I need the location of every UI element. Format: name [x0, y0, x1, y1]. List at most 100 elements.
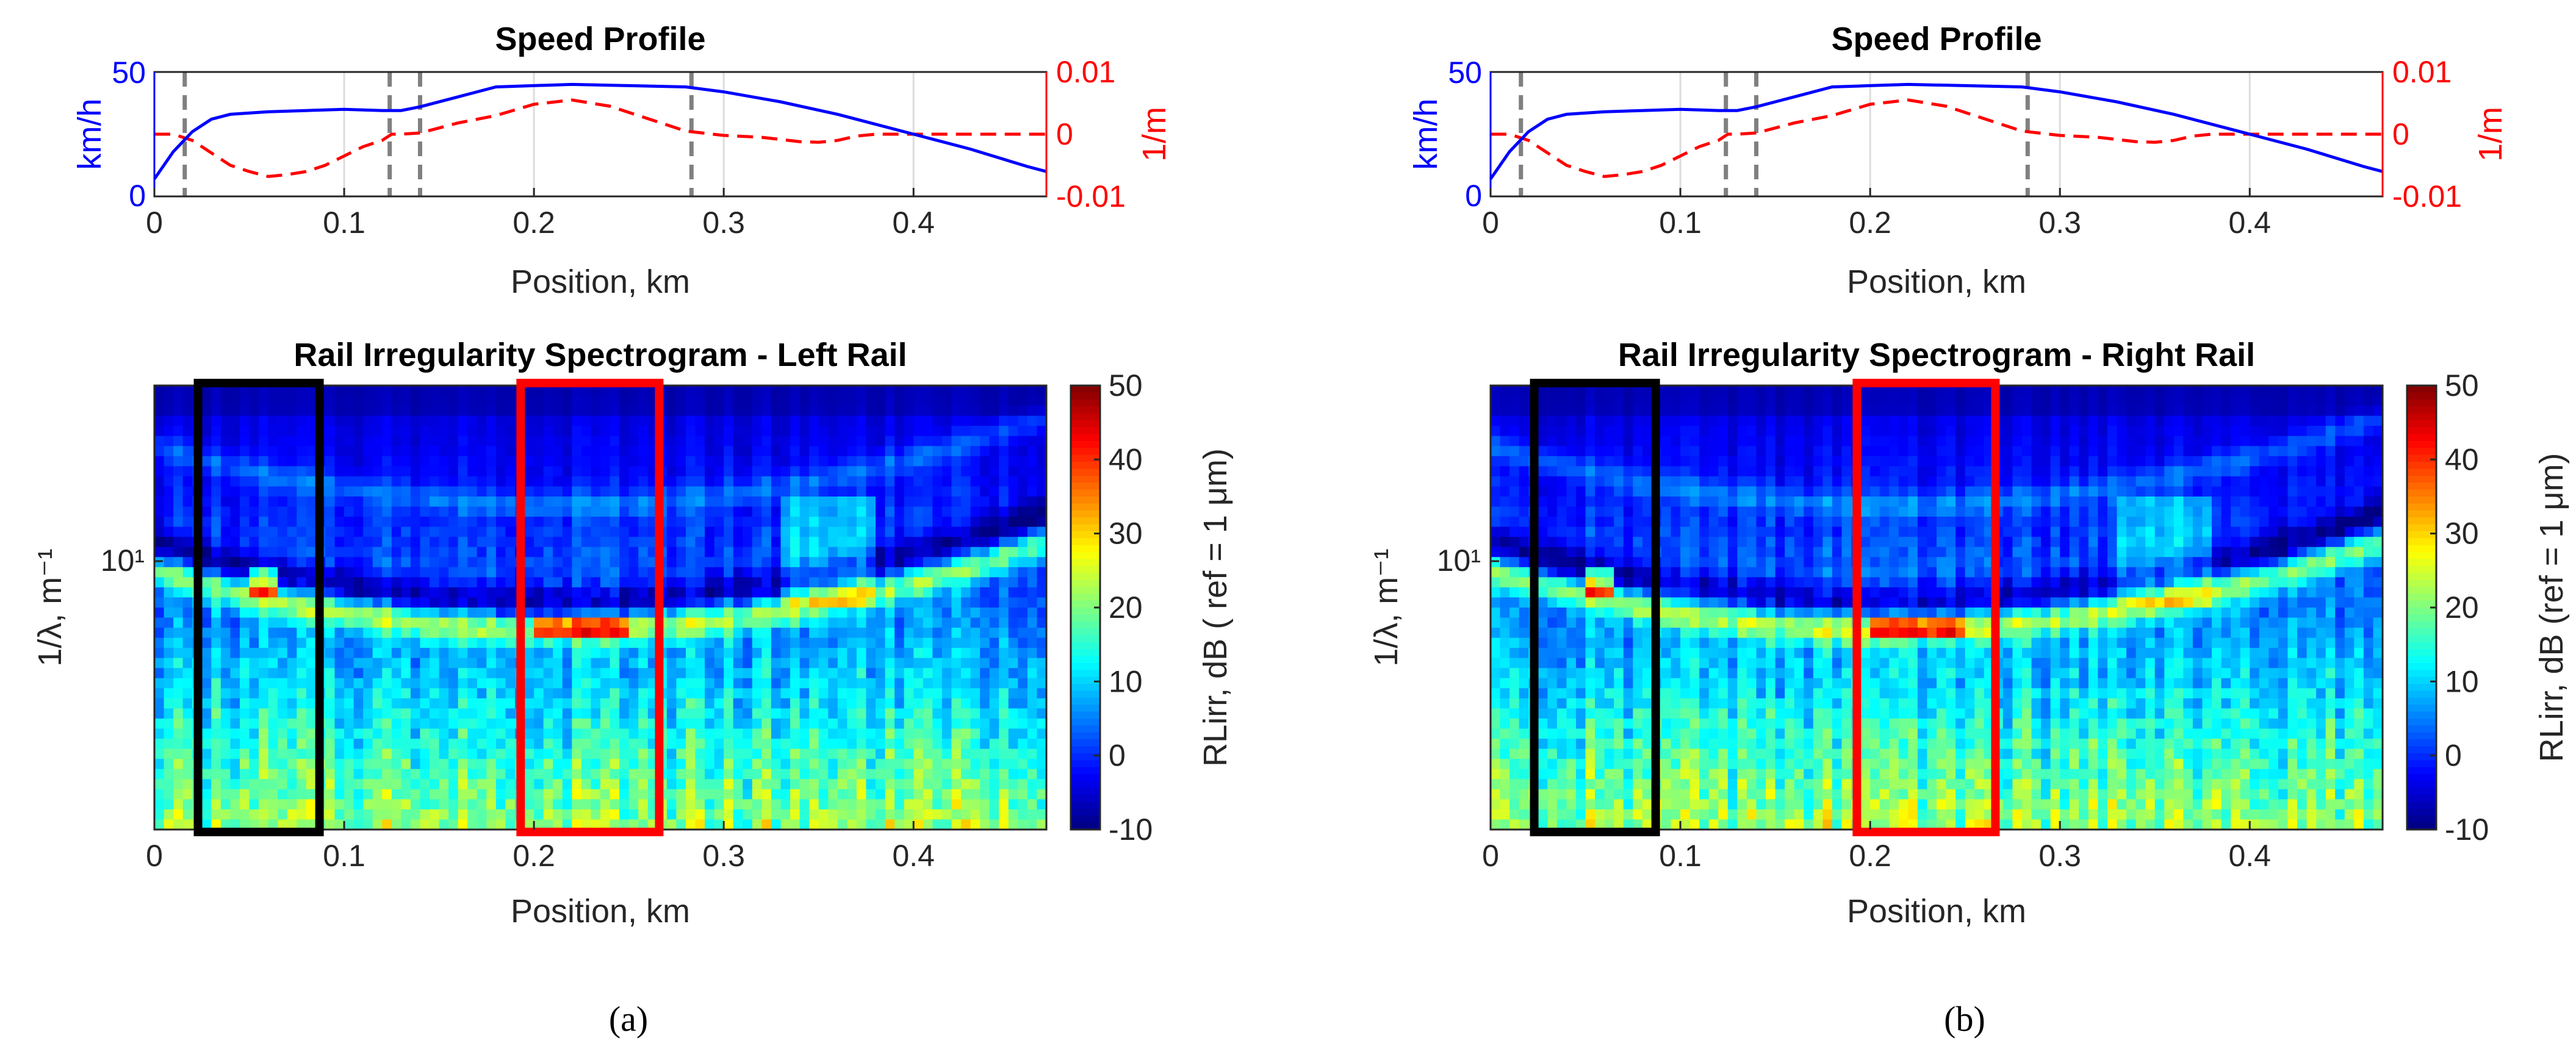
spectrogram-cell [904, 688, 915, 699]
spectrogram-cell [154, 395, 165, 406]
spectrogram-cell [154, 526, 165, 537]
spectrogram-cell [1509, 385, 1520, 396]
spectrogram-cell [666, 395, 677, 406]
spectrogram-cell [1614, 617, 1624, 628]
spectrogram-cell [610, 466, 620, 477]
spectrogram-cell [182, 597, 193, 608]
colorbar-tick-label: 40 [1109, 442, 1143, 476]
spectrogram-cell [1027, 759, 1038, 770]
spectrogram-cell [259, 708, 269, 719]
spectrogram-cell [173, 497, 184, 507]
spectrogram-cell [980, 789, 990, 800]
spectrogram-cell [458, 486, 469, 497]
spectrogram-cell [941, 597, 952, 608]
spectrogram-cell [989, 819, 1000, 830]
spectrogram-cell [790, 577, 801, 588]
spectrogram-cell [1585, 759, 1596, 770]
spectrogram-cell [894, 799, 905, 810]
spectrogram-cell [306, 769, 317, 780]
spectrogram-cell [164, 799, 174, 810]
spectrogram-cell [278, 799, 288, 810]
speed-y-right-tick-label: 0.01 [1056, 55, 1115, 89]
spectrogram-cell [600, 557, 611, 568]
spectrogram-cell [752, 658, 763, 669]
spectrogram-cell [847, 547, 857, 558]
spectrogram-cell [619, 476, 630, 487]
spectrogram-cell [495, 426, 506, 437]
spectrogram-cell [562, 597, 573, 608]
spectrogram-cell [430, 537, 440, 548]
spectrogram-heatmap [154, 385, 1047, 830]
spectrogram-cell [201, 779, 212, 790]
spectrogram-cell [458, 809, 469, 820]
spectrogram-cell [239, 476, 250, 487]
spectrogram-cell [164, 486, 174, 497]
spectrogram-cell [1556, 719, 1567, 730]
spectrogram-cell [666, 748, 677, 759]
spectrogram-cell [733, 759, 744, 770]
spectrogram-cell [268, 628, 278, 639]
spectrogram-cell [297, 406, 307, 417]
spectrogram-cell [1614, 415, 1624, 426]
spectrogram-cell [467, 608, 478, 618]
spectrogram-cell [467, 779, 478, 790]
spectrogram-cell [458, 658, 469, 669]
colorbar-step [1071, 635, 1100, 643]
spectrogram-cell [724, 708, 734, 719]
spectrogram-cell [610, 426, 620, 437]
curvature-line [1491, 98, 2383, 178]
spectrogram-cell [382, 426, 392, 437]
spectrogram-cell [989, 759, 1000, 770]
spectrogram-cell [201, 698, 212, 709]
spectrogram-cell [951, 557, 962, 568]
spectrogram-cell [1027, 517, 1038, 528]
spectrogram-cell [1585, 688, 1596, 699]
spectrogram-cell [325, 748, 336, 759]
spectrogram-cell [876, 748, 886, 759]
spectrogram-cell [818, 668, 829, 679]
spectrogram-cell [676, 728, 686, 739]
spectrogram-cell [733, 779, 744, 790]
spectrogram-cell [591, 456, 601, 467]
spectrogram-cell [420, 385, 430, 396]
spectrogram-cell [837, 456, 848, 467]
spectrogram-cell [524, 526, 534, 537]
spectrogram-cell [885, 446, 895, 457]
spectrogram-cell [799, 567, 810, 578]
spectrogram-cell [1623, 739, 1634, 750]
spectrogram-cell [372, 517, 383, 528]
spectrogram-cell [164, 708, 174, 719]
spectrogram-cell [543, 406, 554, 417]
spectrogram-cell [752, 728, 763, 739]
spectrogram-cell [1614, 728, 1624, 739]
spectrogram-cell [809, 526, 819, 537]
spectrogram-cell [771, 809, 782, 820]
spectrogram-cell [495, 517, 506, 528]
spectrogram-cell [847, 739, 857, 750]
spectrogram-cell [220, 769, 231, 780]
spectrogram-cell [297, 526, 307, 537]
colorbar-gradient [1071, 385, 1100, 830]
spectrogram-cell [220, 637, 231, 648]
spectrogram-cell [297, 456, 307, 467]
spectrogram-cell [344, 506, 354, 517]
spectrogram-cell [363, 517, 373, 528]
spectrogram-cell [1008, 557, 1019, 568]
spectrogram-cell [581, 728, 592, 739]
spectrogram-cell [420, 648, 430, 659]
spectrogram-cell [1556, 587, 1567, 598]
spectrogram-cell [211, 587, 221, 598]
spectrogram-cell [790, 426, 801, 437]
spectrogram-cell [724, 809, 734, 820]
spectrogram-cell [505, 476, 516, 487]
spectrogram-cell [695, 708, 705, 719]
colorbar-step [1071, 427, 1100, 435]
spectrogram-cell [837, 637, 848, 648]
spectrogram-cell [173, 739, 184, 750]
spectrogram-cell [534, 557, 544, 568]
spectrogram-cell [1027, 769, 1038, 780]
spectrogram-cell [752, 395, 763, 406]
spectrogram-cell [1500, 809, 1510, 820]
spectrogram-cell [1604, 819, 1614, 830]
spectrogram-cell [705, 506, 715, 517]
